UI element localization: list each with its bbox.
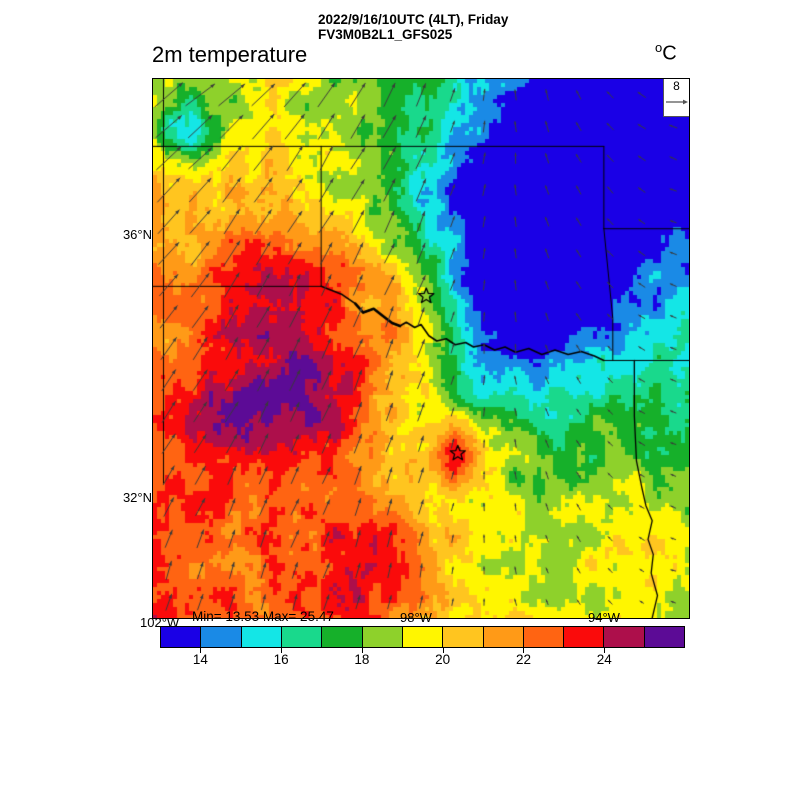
- colorbar-swatch-6: [402, 627, 444, 647]
- colorbar-tick-label-24: 24: [596, 652, 612, 667]
- colorbar-swatch-1: [201, 627, 242, 647]
- colorbar-swatch-7: [443, 627, 484, 647]
- colorbar-swatch-3: [281, 627, 323, 647]
- colorbar-swatch-11: [604, 627, 645, 647]
- colorbar-tick-labels: 14 16 18 20 22 24: [160, 648, 685, 667]
- colorbar-tick-label-18: 18: [354, 652, 370, 667]
- colorbar-tick-24: [604, 648, 606, 653]
- model-name-title: FV3M0B2L1_GFS025: [318, 27, 453, 42]
- colorbar-tick-label-14: 14: [192, 652, 208, 667]
- colorbar-swatch-10: [564, 627, 605, 647]
- lon-label-94w: 94°W: [588, 610, 620, 625]
- units-label: oC: [655, 40, 677, 66]
- colorbar-swatch-2: [241, 627, 282, 647]
- colorbar-tick-label-16: 16: [273, 652, 289, 667]
- valid-time-title: 2022/9/16/10UTC (4LT), Friday: [318, 12, 509, 27]
- map-header: 2022/9/16/10UTC (4LT), Friday FV3M0B2L1_…: [318, 12, 718, 42]
- colorbar-swatch-12: [644, 627, 685, 647]
- colorbar-swatch-5: [362, 627, 403, 647]
- colorbar-swatch-9: [523, 627, 565, 647]
- colorbar-tick-label-20: 20: [435, 652, 451, 667]
- lat-label-32n: 32°N: [122, 490, 152, 505]
- colorbar-tick-20: [442, 648, 444, 653]
- unit-letter: C: [662, 42, 677, 65]
- degree-symbol: o: [655, 40, 663, 55]
- colorbar: 14 16 18 20 22 24: [160, 626, 685, 667]
- wind-key-value: 8: [673, 79, 680, 93]
- lat-label-36n: 36°N: [122, 227, 152, 242]
- wind-vector-key: 8: [663, 79, 689, 117]
- field-minmax-label: Min= 13.53 Max= 25.47: [192, 609, 334, 624]
- right-arrow-icon: [665, 99, 688, 105]
- colorbar-tick-18: [361, 648, 363, 653]
- wind-and-borders-canvas: [153, 79, 689, 618]
- colorbar-swatch-4: [322, 627, 363, 647]
- colorbar-tick-16: [281, 648, 283, 653]
- lon-label-98w: 98°W: [400, 610, 432, 625]
- page-title: 2m temperature: [152, 42, 308, 67]
- colorbar-swatches[interactable]: [160, 626, 685, 648]
- colorbar-tick-label-22: 22: [515, 652, 531, 667]
- map-plot-area[interactable]: 8: [152, 78, 690, 619]
- colorbar-swatch-0: [161, 627, 202, 647]
- colorbar-swatch-8: [483, 627, 524, 647]
- colorbar-tick-22: [523, 648, 525, 653]
- colorbar-tick-14: [200, 648, 202, 653]
